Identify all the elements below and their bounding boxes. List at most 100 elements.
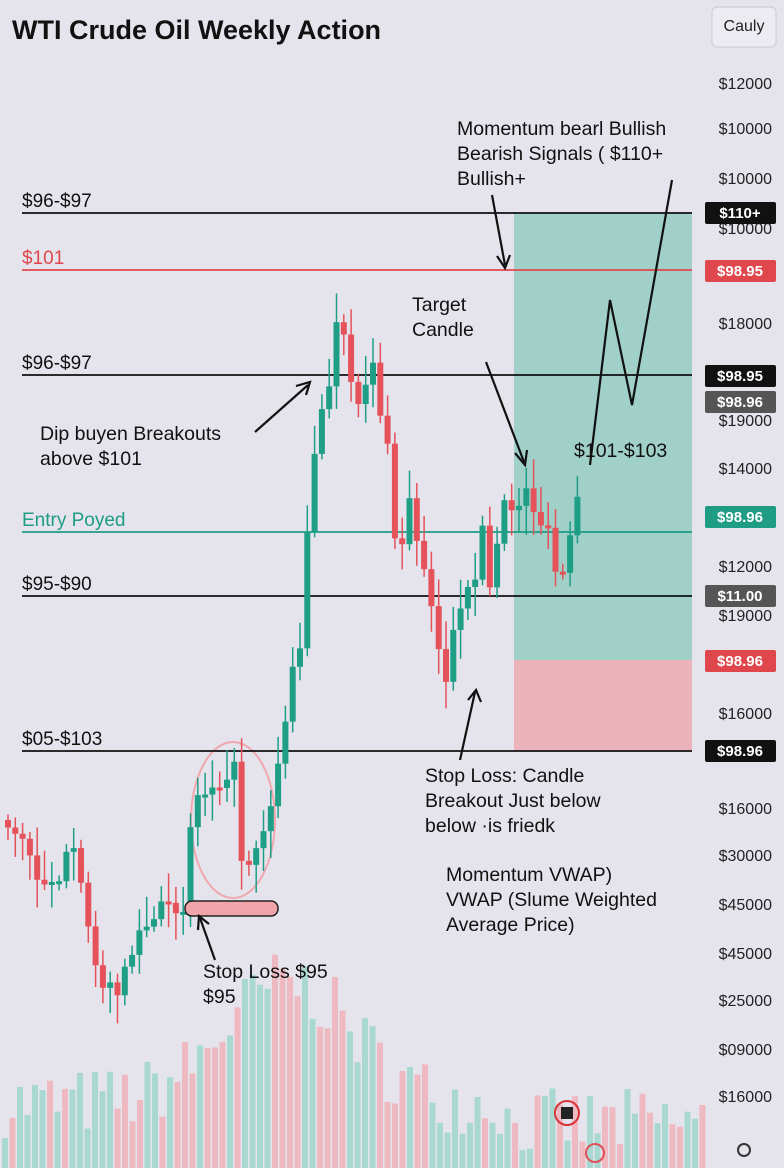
- price-tag-label: $11.00: [717, 588, 762, 605]
- icon[interactable]: [554, 1100, 580, 1126]
- volume-bar: [362, 1018, 368, 1168]
- arrow: [484, 361, 526, 463]
- volume-bar: [519, 1150, 526, 1168]
- volume-bar: [137, 1099, 143, 1168]
- axis-label: $09000: [719, 1042, 772, 1059]
- candles-layer: [5, 293, 581, 1024]
- volume-bar: [144, 1061, 151, 1168]
- candle-body: [12, 827, 19, 834]
- candle-body: [413, 498, 420, 541]
- annotation: Bullish+: [457, 168, 526, 190]
- volume-bar: [579, 1141, 586, 1168]
- volume-bar: [542, 1096, 548, 1168]
- candle-body: [574, 496, 581, 536]
- candle-body: [187, 827, 194, 912]
- icon[interactable]: [737, 1143, 751, 1157]
- candle-body: [209, 787, 216, 795]
- volume-bar: [279, 968, 286, 1168]
- arrow: [254, 384, 309, 433]
- annotation: Average Price): [446, 914, 575, 936]
- axis-label: $10000: [719, 171, 772, 188]
- candle-body: [99, 965, 106, 988]
- volume-bar: [167, 1077, 173, 1168]
- annotation: below ·is friedk: [425, 815, 555, 837]
- candle-body: [318, 409, 325, 454]
- volume-bar: [99, 1091, 106, 1168]
- price-tag: [705, 650, 776, 672]
- candle-body: [362, 384, 369, 405]
- candle-body: [224, 779, 230, 788]
- price-tag-label: $98.95: [717, 263, 763, 280]
- annotation: Candle: [412, 319, 474, 341]
- arrow: [198, 917, 217, 961]
- arrow-head: [514, 449, 529, 468]
- volume-bar: [527, 1148, 533, 1168]
- candle-body: [508, 500, 515, 511]
- candle-body: [406, 498, 413, 545]
- arrow-head: [496, 254, 512, 271]
- candle-body: [70, 848, 77, 852]
- annotation: Dip buyen Breakouts: [40, 423, 221, 445]
- candle-body: [384, 415, 391, 444]
- volume-bar: [159, 1116, 166, 1168]
- candle-body: [151, 919, 157, 927]
- price-tag: [705, 260, 776, 282]
- candle-body: [486, 525, 493, 588]
- volume-bar: [489, 1122, 496, 1168]
- candle-body: [523, 488, 530, 506]
- candle-body: [253, 848, 260, 865]
- volume-bar: [47, 1080, 53, 1168]
- level-label: $96-$97: [22, 353, 92, 374]
- button[interactable]: [711, 6, 777, 48]
- annotation: Bearish Signals ( $110+: [457, 143, 663, 165]
- volume-bar: [114, 1108, 121, 1168]
- candle-body: [282, 721, 289, 764]
- price-tag: [705, 365, 776, 387]
- volume-bar: [557, 1104, 563, 1168]
- volume-bar: [504, 1108, 511, 1168]
- candle-body: [85, 882, 92, 927]
- volume-bar: [564, 1140, 571, 1168]
- volume-bar: [107, 1071, 113, 1168]
- candle-body: [370, 362, 376, 385]
- volume-bar: [617, 1144, 623, 1168]
- candle-body: [216, 787, 223, 791]
- candle-body: [136, 930, 143, 955]
- price-tag-label: $98.96: [717, 394, 763, 411]
- candle-body: [245, 860, 252, 865]
- candle-body: [552, 527, 559, 572]
- volume-bar: [32, 1085, 38, 1168]
- stop-zone: [514, 660, 692, 751]
- candle-body: [545, 525, 552, 529]
- volume-bar: [309, 1018, 316, 1168]
- level-label: $95-$90: [22, 574, 92, 595]
- volume-bar: [129, 1121, 136, 1168]
- volume-bar: [437, 1122, 443, 1168]
- level-label: $05-$103: [22, 729, 102, 750]
- stop-pill: [184, 900, 279, 917]
- price-tag-label: $98.96: [717, 509, 763, 526]
- candle-body: [537, 512, 544, 526]
- annotation: Momentum bearl Bullish: [457, 118, 666, 140]
- candle-body: [267, 806, 274, 832]
- candle-body: [143, 926, 150, 931]
- candle-body: [172, 902, 179, 914]
- volume-bar: [624, 1089, 631, 1168]
- volume-bar: [609, 1107, 616, 1168]
- arrow: [490, 194, 507, 266]
- button-label[interactable]: Cauly: [724, 18, 765, 35]
- volume-bar: [677, 1126, 683, 1168]
- volume-bar: [17, 1086, 23, 1168]
- price-tag: [705, 391, 776, 413]
- icon[interactable]: [585, 1143, 605, 1163]
- candle-body: [78, 848, 84, 883]
- candle-body: [494, 543, 501, 588]
- arrow: [458, 691, 477, 761]
- volume-bar: [602, 1106, 608, 1168]
- candle-body: [121, 966, 128, 996]
- annotation: Stop Loss: Candle: [425, 765, 584, 787]
- volume-bar: [9, 1117, 16, 1168]
- volume-bar: [294, 996, 301, 1168]
- volume-bar: [54, 1111, 61, 1168]
- volume-bar: [669, 1124, 676, 1168]
